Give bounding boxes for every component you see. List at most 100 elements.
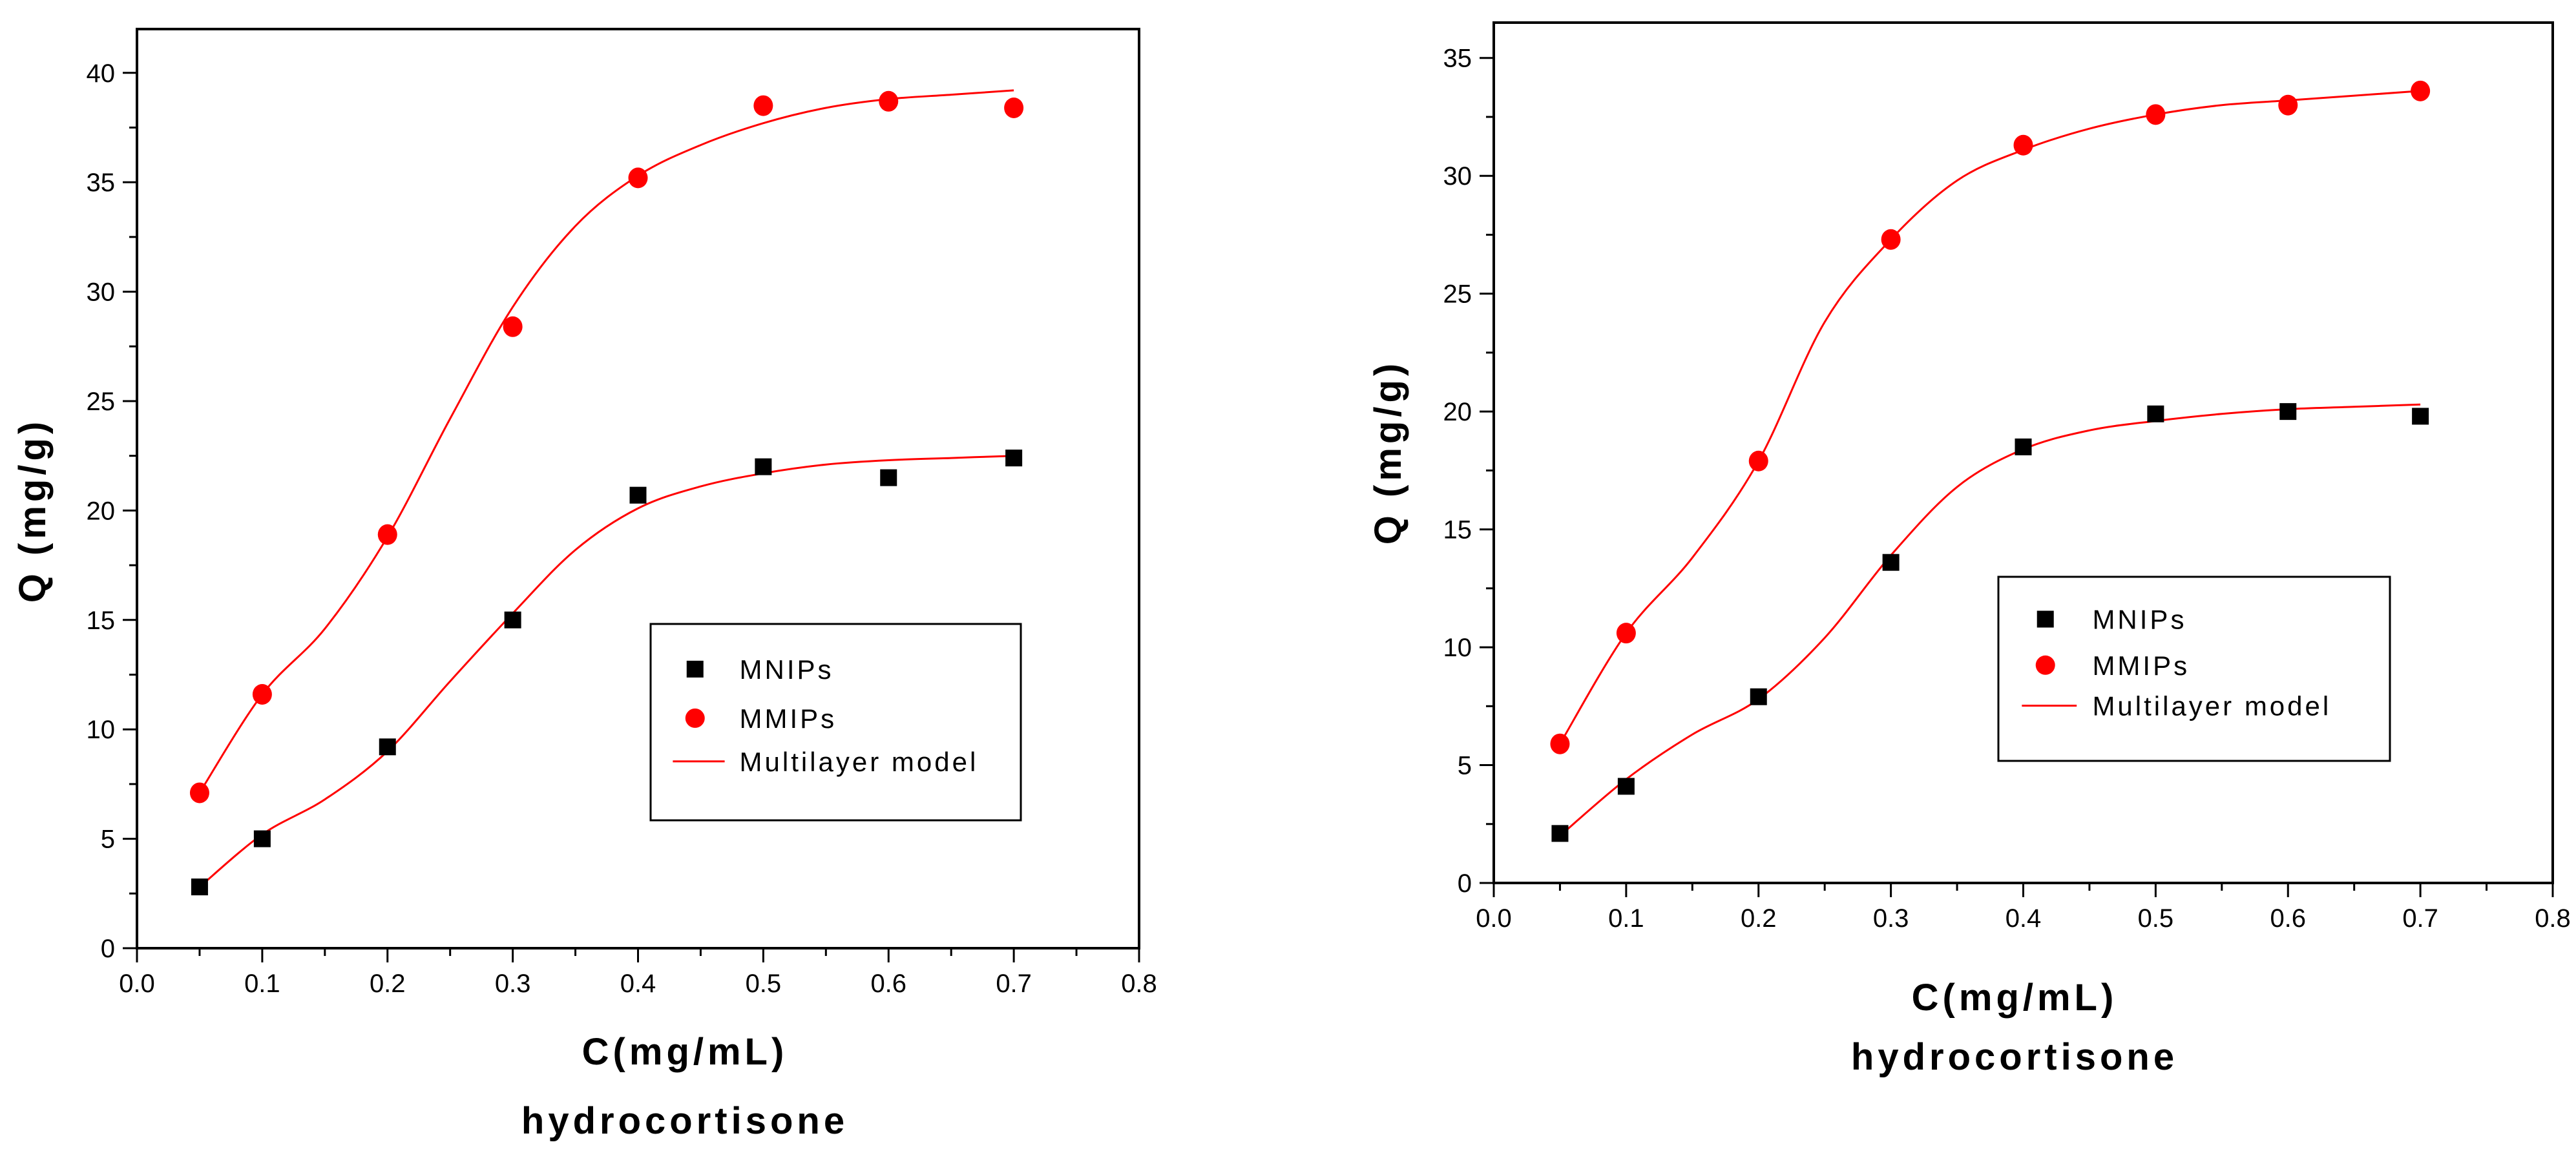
data-point-mmips: [2013, 134, 2033, 156]
data-point-mnips: [379, 738, 396, 756]
x-tick-label: 0.6: [2270, 904, 2306, 933]
data-point-mmips: [1748, 450, 1768, 472]
y-tick-label: 40: [87, 59, 116, 88]
legend-label-mmips: MMIPs: [2092, 650, 2190, 681]
x-tick-label: 0.5: [746, 970, 782, 998]
data-point-mnips: [191, 878, 208, 896]
x-tick-label: 0.8: [1121, 970, 1157, 998]
x-tick-label: 0.2: [1741, 904, 1777, 933]
data-point-mmips: [1004, 97, 1024, 118]
data-point-mmips: [1881, 229, 1901, 250]
data-point-mmips: [1616, 623, 1636, 644]
y-tick-label: 20: [1443, 398, 1472, 426]
x-axis-title: C(mg/mL): [1912, 977, 2118, 1019]
y-tick-label: 0: [101, 935, 115, 963]
data-point-mnips: [1617, 778, 1635, 795]
x-tick-label: 0.3: [495, 970, 531, 998]
data-point-mnips: [1750, 688, 1767, 705]
fit-curve-multilayer-model: [198, 455, 1014, 888]
data-point-mmips: [1550, 733, 1570, 754]
y-tick-label: 15: [87, 607, 116, 635]
legend-label-mnips: MNIPs: [740, 654, 834, 685]
x-axis-subtitle: hydrocortisone: [1851, 1036, 2178, 1078]
x-tick-label: 0.1: [1608, 904, 1644, 933]
chart-panel-right: 0.0 0.1 0.2 0.3 0.4 0.5 0.6 0.7 0.8 0 5 10 15 20 25 30…: [1367, 21, 2571, 1078]
legend-circle-marker: [2035, 655, 2055, 675]
legend: MNIPs MMIPs Multilayer model: [649, 623, 1022, 822]
y-tick-label: 5: [101, 825, 115, 854]
data-point-mnips: [1005, 450, 1023, 467]
chart-panel-left: 0.0 0.1 0.2 0.3 0.4 0.5 0.6 0.7 0.8 0 5 10 15 20 25 30…: [12, 28, 1157, 1142]
data-point-mmips: [189, 782, 209, 804]
x-tick-label: 0.0: [1476, 904, 1512, 933]
data-point-mmips: [2146, 104, 2166, 125]
legend: MNIPs MMIPs Multilayer model: [1997, 576, 2391, 762]
y-tick-labels: 0 5 10 15 20 25 30 35 40: [87, 59, 116, 963]
data-point-mmips: [503, 316, 523, 337]
fit-curve-multilayer-model: [1559, 403, 2421, 837]
data-point-mnips: [504, 611, 521, 628]
y-tick-label: 30: [1443, 162, 1472, 191]
data-point-mnips: [2147, 405, 2164, 422]
x-tick-label: 0.1: [244, 970, 280, 998]
data-point-mnips: [1882, 554, 1900, 571]
data-point-mmips: [252, 683, 272, 705]
x-tick-label: 0.5: [2138, 904, 2174, 933]
legend-label-multilayer-model: Multilayer model: [2092, 691, 2331, 721]
x-axis-title: C(mg/mL): [582, 1031, 788, 1073]
legend-box: [649, 623, 1022, 822]
x-tick-label: 0.8: [2535, 904, 2571, 933]
x-tick-label: 0.7: [2402, 904, 2438, 933]
data-points: [1550, 80, 2431, 842]
y-tick-label: 35: [1443, 45, 1472, 73]
data-points: [189, 90, 1024, 896]
data-point-mnips: [629, 486, 647, 504]
y-tick-labels: 0 5 10 15 20 25 30 35: [1443, 45, 1472, 898]
y-tick-label: 10: [1443, 634, 1472, 662]
data-point-mmips: [753, 95, 773, 116]
data-point-mnips: [755, 458, 772, 475]
legend-label-multilayer-model: Multilayer model: [740, 747, 979, 777]
y-tick-label: 35: [87, 169, 116, 197]
y-axis-title: Q (mg/g): [12, 418, 54, 603]
axis-ticks: [1480, 57, 2554, 897]
y-tick-label: 25: [87, 388, 116, 416]
legend-label-mnips: MNIPs: [2092, 605, 2186, 635]
y-tick-label: 5: [1458, 752, 1472, 780]
x-tick-label: 0.0: [119, 970, 155, 998]
data-point-mmips: [2278, 94, 2298, 116]
data-point-mmips: [879, 90, 899, 112]
data-point-mnips: [2015, 438, 2032, 455]
y-axis-title: Q (mg/g): [1367, 360, 1409, 545]
axis-ticks: [123, 72, 1140, 962]
x-tick-label: 0.3: [1873, 904, 1909, 933]
legend-box: [1997, 576, 2391, 762]
fit-curves: [1559, 90, 2421, 837]
data-point-mnips: [2279, 403, 2297, 420]
x-tick-label: 0.6: [870, 970, 906, 998]
legend-label-mmips: MMIPs: [740, 703, 837, 734]
y-tick-label: 10: [87, 716, 116, 744]
x-tick-label: 0.2: [370, 970, 406, 998]
legend-square-marker: [686, 660, 704, 678]
x-tick-label: 0.7: [996, 970, 1032, 998]
data-point-mnips: [253, 830, 271, 847]
x-tick-label: 0.4: [2005, 904, 2042, 933]
y-tick-label: 20: [87, 497, 116, 525]
data-point-mnips: [1551, 825, 1569, 842]
y-tick-label: 0: [1458, 869, 1472, 898]
y-tick-label: 25: [1443, 280, 1472, 309]
fit-curve-multilayer-model: [1559, 90, 2421, 745]
x-axis-subtitle: hydrocortisone: [521, 1100, 848, 1142]
x-tick-label: 0.4: [620, 970, 656, 998]
data-point-mmips: [2411, 80, 2431, 101]
fit-curve-multilayer-model: [198, 89, 1014, 794]
fit-curves: [198, 89, 1014, 888]
y-tick-label: 15: [1443, 516, 1472, 545]
data-point-mmips: [377, 524, 397, 545]
data-point-mmips: [628, 167, 648, 189]
legend-circle-marker: [685, 708, 705, 728]
data-point-mnips: [880, 469, 897, 486]
